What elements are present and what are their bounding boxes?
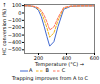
svg-text:100: 100 <box>12 2 22 8</box>
svg-text:HC conversion (%) →: HC conversion (%) → <box>1 3 7 55</box>
svg-text:400: 400 <box>61 55 72 61</box>
svg-text:−300: −300 <box>8 32 22 38</box>
html-text:B: B <box>45 67 49 73</box>
svg-text:0: 0 <box>18 10 21 16</box>
svg-text:−100: −100 <box>8 17 22 23</box>
svg-text:−200: −200 <box>8 24 22 30</box>
html-text:C: C <box>61 67 66 73</box>
svg-text:−500: −500 <box>8 46 22 52</box>
html-text:A: A <box>29 67 33 73</box>
svg-text:Temperature (°C) →: Temperature (°C) → <box>34 61 84 68</box>
svg-text:−400: −400 <box>8 39 22 45</box>
svg-text:200: 200 <box>33 55 44 61</box>
html-text:Trapping improves from A to C: Trapping improves from A to C <box>11 75 89 81</box>
svg-text:600: 600 <box>90 55 100 61</box>
